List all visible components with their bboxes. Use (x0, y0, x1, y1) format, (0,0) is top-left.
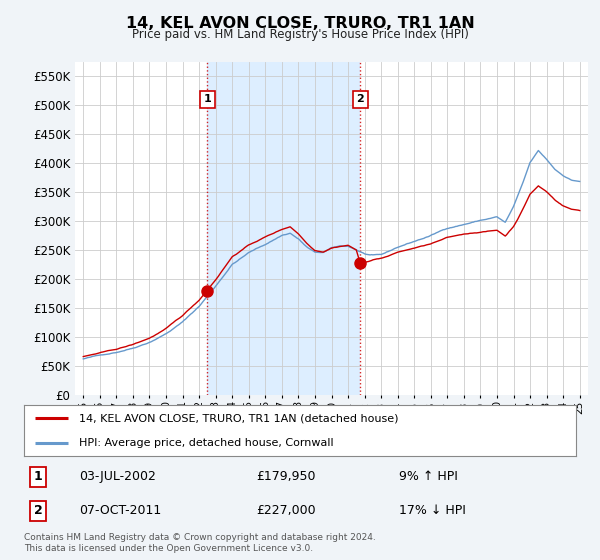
Text: Price paid vs. HM Land Registry's House Price Index (HPI): Price paid vs. HM Land Registry's House … (131, 28, 469, 41)
Text: HPI: Average price, detached house, Cornwall: HPI: Average price, detached house, Corn… (79, 438, 334, 448)
Text: 1: 1 (203, 94, 211, 104)
Text: 07-OCT-2011: 07-OCT-2011 (79, 504, 161, 517)
Text: 2: 2 (34, 504, 43, 517)
Text: 2: 2 (356, 94, 364, 104)
Bar (208, 62, 361, 395)
Text: £227,000: £227,000 (256, 504, 316, 517)
Text: 14, KEL AVON CLOSE, TRURO, TR1 1AN: 14, KEL AVON CLOSE, TRURO, TR1 1AN (125, 16, 475, 31)
Text: £179,950: £179,950 (256, 470, 316, 483)
Text: 1: 1 (34, 470, 43, 483)
Text: 17% ↓ HPI: 17% ↓ HPI (400, 504, 466, 517)
Text: Contains HM Land Registry data © Crown copyright and database right 2024.
This d: Contains HM Land Registry data © Crown c… (24, 533, 376, 553)
Text: 03-JUL-2002: 03-JUL-2002 (79, 470, 156, 483)
Text: 9% ↑ HPI: 9% ↑ HPI (400, 470, 458, 483)
Text: 14, KEL AVON CLOSE, TRURO, TR1 1AN (detached house): 14, KEL AVON CLOSE, TRURO, TR1 1AN (deta… (79, 413, 398, 423)
